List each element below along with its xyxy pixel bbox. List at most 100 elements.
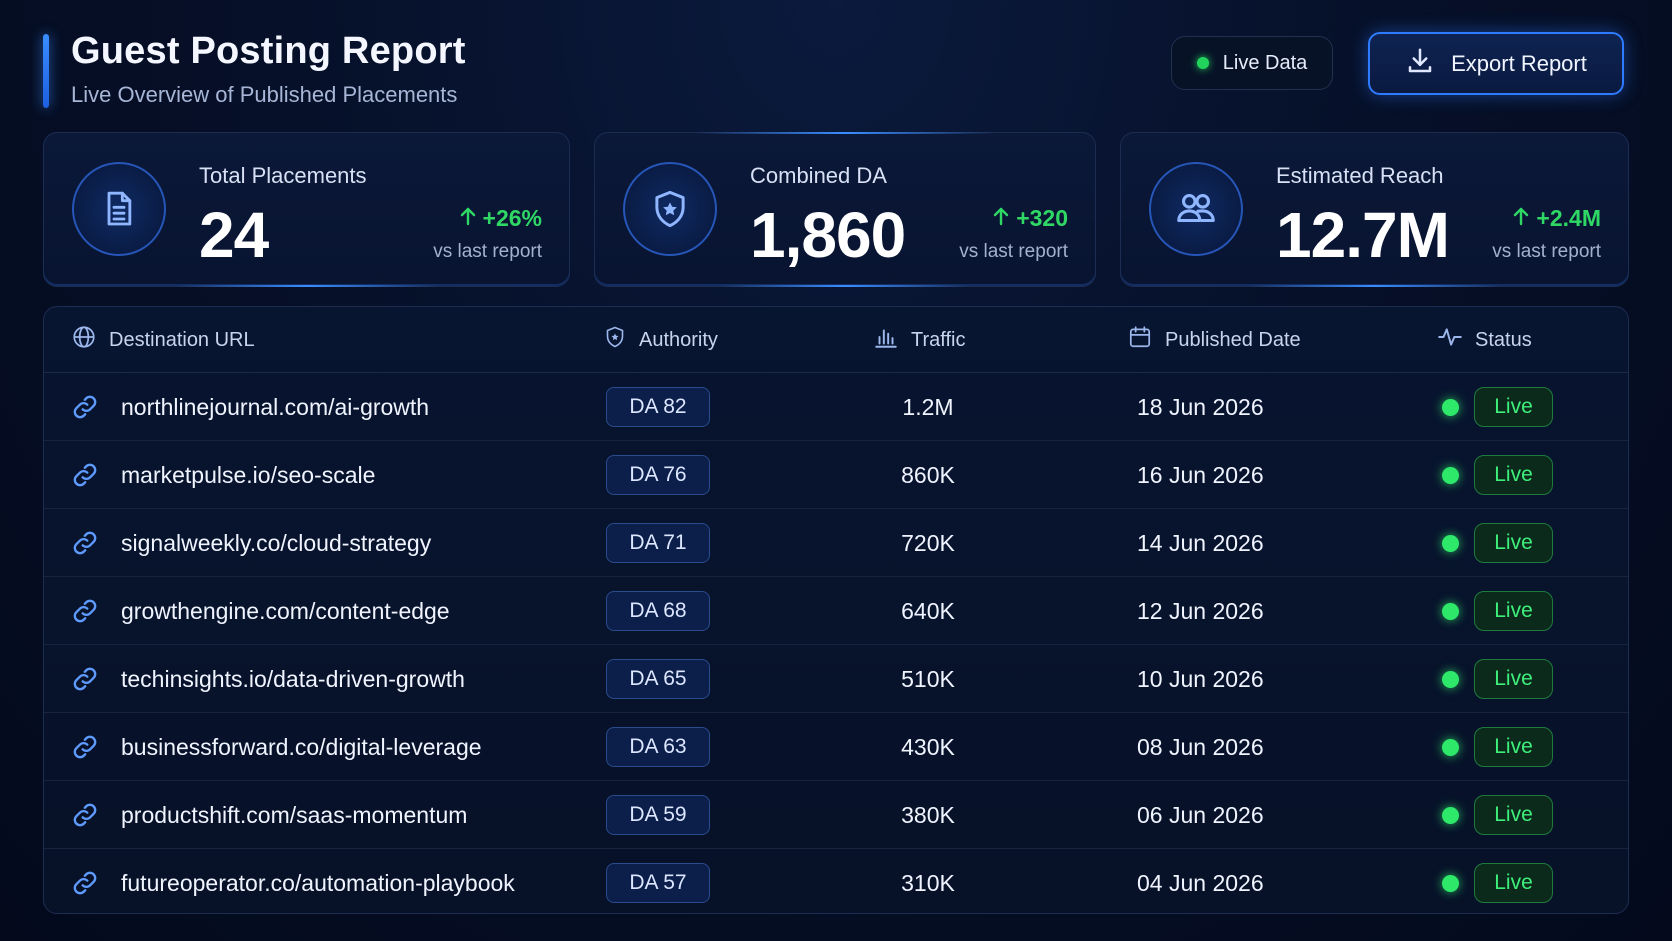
destination-url-link[interactable]: productshift.com/saas-momentum — [121, 801, 468, 828]
card-estimated-reach: Estimated Reach 12.7M +2.4M vs last repo… — [1120, 132, 1629, 287]
traffic-value: 720K — [901, 529, 955, 556]
authority-cell: DA 82 — [606, 373, 710, 441]
status-badge: Live — [1474, 863, 1553, 903]
link-icon — [71, 509, 99, 577]
status-cell: Live — [1474, 849, 1553, 913]
column-header-status[interactable]: Status — [1437, 307, 1532, 373]
authority-cell: DA 57 — [606, 849, 710, 913]
placements-table: Destination URL Authority Traffic Publis… — [43, 306, 1629, 914]
status-badge: Live — [1474, 795, 1553, 835]
destination-url-link[interactable]: signalweekly.co/cloud-strategy — [121, 529, 432, 556]
status-cell: Live — [1474, 373, 1553, 441]
table-header: Destination URL Authority Traffic Publis… — [44, 307, 1628, 373]
table-row[interactable]: northlinejournal.com/ai-growth DA 82 1.2… — [44, 373, 1628, 441]
title-accent-bar — [43, 34, 49, 108]
card-value: 12.7M — [1276, 199, 1450, 271]
table-row[interactable]: signalweekly.co/cloud-strategy DA 71 720… — [44, 509, 1628, 577]
authority-cell: DA 76 — [606, 441, 710, 509]
published-date: 18 Jun 2026 — [1137, 393, 1264, 420]
bar-chart-icon — [873, 324, 899, 356]
da-badge: DA 76 — [606, 455, 710, 495]
status-dot-icon — [1442, 441, 1459, 509]
status-cell: Live — [1474, 713, 1553, 781]
table-row[interactable]: growthengine.com/content-edge DA 68 640K… — [44, 577, 1628, 645]
status-cell: Live — [1474, 441, 1553, 509]
status-badge: Live — [1474, 727, 1553, 767]
table-row[interactable]: futureoperator.co/automation-playbook DA… — [44, 849, 1628, 913]
authority-cell: DA 63 — [606, 713, 710, 781]
card-total-placements: Total Placements 24 +26% vs last report — [43, 132, 570, 287]
table-row[interactable]: marketpulse.io/seo-scale DA 76 860K 16 J… — [44, 441, 1628, 509]
column-header-authority[interactable]: Authority — [603, 307, 718, 373]
traffic-value: 860K — [901, 461, 955, 488]
authority-cell: DA 59 — [606, 781, 710, 849]
card-subtext: vs last report — [433, 241, 542, 262]
column-header-label: Published Date — [1165, 328, 1301, 351]
document-icon — [72, 162, 166, 256]
da-badge: DA 82 — [606, 387, 710, 427]
page-title: Guest Posting Report — [71, 30, 466, 72]
table-row[interactable]: techinsights.io/data-driven-growth DA 65… — [44, 645, 1628, 713]
status-dot-icon — [1442, 577, 1459, 645]
published-date: 16 Jun 2026 — [1137, 461, 1264, 488]
card-delta-value: +26% — [482, 205, 542, 231]
column-header-traffic[interactable]: Traffic — [873, 307, 965, 373]
live-data-indicator[interactable]: Live Data — [1171, 36, 1333, 90]
destination-url-link[interactable]: futureoperator.co/automation-playbook — [121, 869, 515, 896]
published-date: 04 Jun 2026 — [1137, 869, 1264, 896]
download-icon — [1405, 46, 1435, 82]
arrow-up-icon — [1512, 205, 1530, 232]
published-date: 12 Jun 2026 — [1137, 597, 1264, 624]
link-icon — [71, 645, 99, 713]
card-value: 24 — [199, 199, 269, 271]
status-cell: Live — [1474, 577, 1553, 645]
status-dot-icon — [1442, 373, 1459, 441]
card-label: Combined DA — [750, 163, 887, 188]
card-subtext: vs last report — [959, 241, 1068, 262]
globe-icon — [71, 324, 97, 356]
status-badge: Live — [1474, 455, 1553, 495]
page-header: Guest Posting Report Live Overview of Pu… — [43, 0, 1629, 132]
link-icon — [71, 781, 99, 849]
traffic-value: 1.2M — [902, 393, 954, 420]
traffic-value: 380K — [901, 801, 955, 828]
destination-url-link[interactable]: techinsights.io/data-driven-growth — [121, 665, 465, 692]
status-dot-icon — [1442, 645, 1459, 713]
live-data-label: Live Data — [1222, 51, 1308, 74]
da-badge: DA 65 — [606, 659, 710, 699]
arrow-up-icon — [992, 205, 1010, 232]
card-delta: +320 — [992, 205, 1068, 232]
authority-cell: DA 68 — [606, 577, 710, 645]
status-cell: Live — [1474, 781, 1553, 849]
column-header-url[interactable]: Destination URL — [71, 307, 255, 373]
da-badge: DA 71 — [606, 523, 710, 563]
traffic-value: 310K — [901, 869, 955, 896]
link-icon — [71, 713, 99, 781]
card-subtext: vs last report — [1492, 241, 1601, 262]
column-header-published-date[interactable]: Published Date — [1127, 307, 1301, 373]
card-label: Total Placements — [199, 163, 367, 188]
arrow-up-icon — [459, 205, 477, 232]
da-badge: DA 59 — [606, 795, 710, 835]
destination-url-link[interactable]: growthengine.com/content-edge — [121, 597, 450, 624]
status-badge: Live — [1474, 591, 1553, 631]
published-date: 06 Jun 2026 — [1137, 801, 1264, 828]
traffic-value: 640K — [901, 597, 955, 624]
da-badge: DA 57 — [606, 863, 710, 903]
link-icon — [71, 849, 99, 913]
table-row[interactable]: productshift.com/saas-momentum DA 59 380… — [44, 781, 1628, 849]
export-report-button[interactable]: Export Report — [1368, 32, 1624, 95]
destination-url-link[interactable]: northlinejournal.com/ai-growth — [121, 393, 430, 420]
destination-url-link[interactable]: businessforward.co/digital-leverage — [121, 733, 482, 760]
card-value: 1,860 — [750, 199, 906, 271]
destination-url-link[interactable]: marketpulse.io/seo-scale — [121, 461, 376, 488]
link-icon — [71, 441, 99, 509]
card-combined-da: Combined DA 1,860 +320 vs last report — [594, 132, 1096, 287]
summary-cards: Total Placements 24 +26% vs last report … — [43, 132, 1629, 287]
card-label: Estimated Reach — [1276, 163, 1444, 188]
shield-star-icon — [603, 324, 627, 356]
table-row[interactable]: businessforward.co/digital-leverage DA 6… — [44, 713, 1628, 781]
users-icon — [1149, 162, 1243, 256]
pulse-icon — [1437, 324, 1463, 356]
